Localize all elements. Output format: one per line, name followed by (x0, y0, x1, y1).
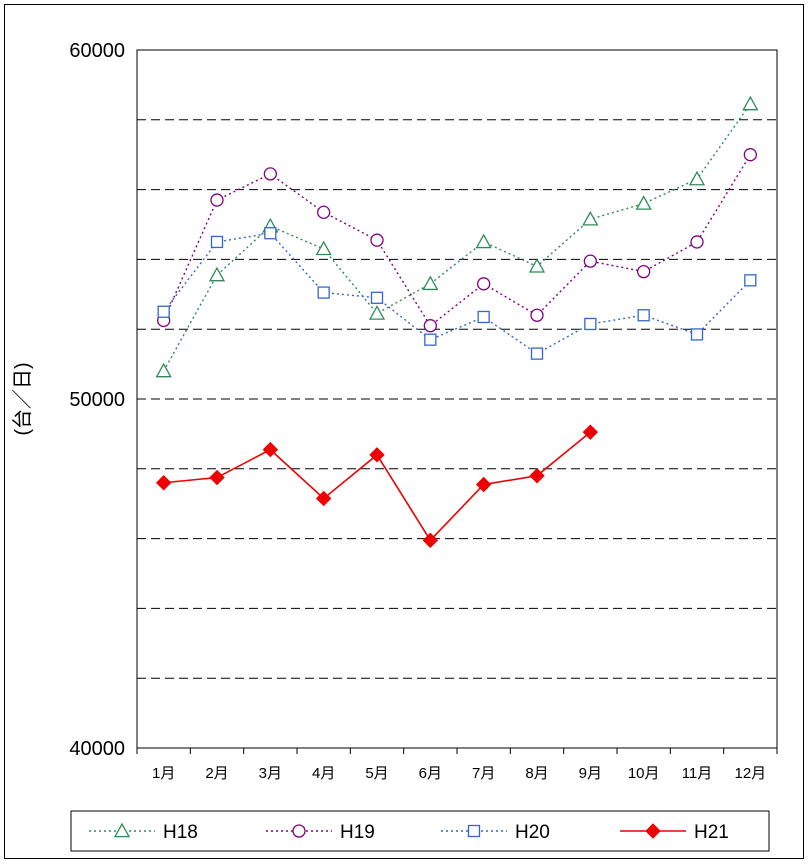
legend-marker-h19 (292, 824, 306, 838)
data-point-h20 (210, 235, 224, 249)
data-point-h19 (317, 205, 331, 219)
x-tick-label: 4月 (312, 765, 335, 782)
plot-area (136, 49, 778, 749)
data-point-h19 (477, 277, 491, 291)
x-tick-label: 2月 (205, 765, 228, 782)
data-point-h21 (582, 424, 599, 440)
data-point-h20 (744, 274, 757, 287)
data-point-h20 (530, 347, 544, 360)
data-point-h18 (208, 266, 226, 282)
x-tick-label: 5月 (365, 765, 388, 782)
data-point-h20 (370, 291, 384, 304)
series-line-h18 (163, 103, 751, 372)
series-line-h20 (163, 232, 751, 355)
data-point-h19 (210, 193, 224, 207)
x-tick-label: 7月 (472, 765, 495, 782)
data-point-h21 (315, 490, 332, 507)
data-point-h21 (422, 532, 439, 549)
legend-marker-h21 (645, 823, 661, 839)
legend-marker-h18 (113, 822, 131, 838)
data-point-h18 (155, 362, 172, 378)
x-tick-label: 1月 (152, 765, 175, 782)
y-tick-label: 50000 (69, 389, 125, 411)
data-point-h20 (317, 286, 330, 299)
data-point-h18 (422, 275, 439, 291)
data-point-h20 (690, 328, 704, 341)
x-tick-label: 9月 (579, 765, 602, 782)
gridlines (137, 119, 777, 679)
data-point-h19 (637, 264, 651, 279)
x-tick-label: 12月 (734, 765, 766, 782)
y-axis: 40000 50000 60000 (69, 40, 125, 760)
data-point-h20 (477, 310, 490, 324)
data-point-h19 (370, 233, 384, 247)
x-tick-label: 3月 (259, 765, 282, 782)
data-point-h20 (584, 317, 597, 331)
legend (70, 810, 770, 852)
series-line-h19 (163, 154, 751, 327)
y-tick-label: 60000 (69, 40, 125, 62)
data-point-h21 (155, 475, 172, 491)
data-point-h21 (369, 447, 385, 463)
data-point-h21 (475, 476, 492, 493)
data-point-h21 (209, 469, 225, 486)
x-axis: 1月 2月 3月 4月 5月 6月 7月 8月 9月 10月 11月 12月 (136, 748, 778, 782)
data-point-h18 (528, 258, 546, 273)
series-markers (155, 95, 759, 549)
data-point-h20 (264, 227, 277, 240)
series-lines (163, 103, 751, 542)
y-axis-label: (台／日) (11, 362, 34, 435)
data-point-h18 (315, 240, 332, 256)
data-point-h18 (475, 233, 492, 249)
x-tick-label: 11月 (682, 765, 713, 782)
chart-frame (4, 4, 804, 859)
data-point-h19 (583, 254, 597, 268)
legend-label-h20: H20 (515, 822, 550, 843)
data-point-h20 (424, 333, 437, 346)
data-point-h19 (423, 319, 437, 333)
x-tick-label: 6月 (419, 765, 442, 782)
legend-items: H18 H19 H20 H21 (89, 822, 729, 843)
data-point-h19 (530, 308, 544, 322)
data-point-h18 (635, 195, 652, 210)
x-tick-label: 8月 (525, 765, 548, 782)
legend-label-h21: H21 (694, 822, 729, 843)
data-point-h20 (157, 305, 170, 318)
data-point-h21 (262, 441, 279, 458)
data-point-h18 (742, 95, 759, 111)
data-point-h19 (263, 167, 277, 181)
legend-label-h19: H19 (340, 822, 375, 843)
data-point-h21 (529, 468, 545, 484)
data-point-h20 (637, 309, 650, 322)
data-point-h18 (582, 210, 599, 226)
x-tick-label: 10月 (628, 765, 660, 782)
data-point-h18 (368, 305, 386, 320)
data-point-h19 (690, 235, 704, 249)
legend-marker-h20 (467, 824, 481, 838)
legend-label-h18: H18 (163, 822, 198, 843)
data-point-h18 (688, 170, 706, 186)
data-point-h19 (743, 148, 757, 162)
y-tick-label: 40000 (69, 738, 125, 760)
